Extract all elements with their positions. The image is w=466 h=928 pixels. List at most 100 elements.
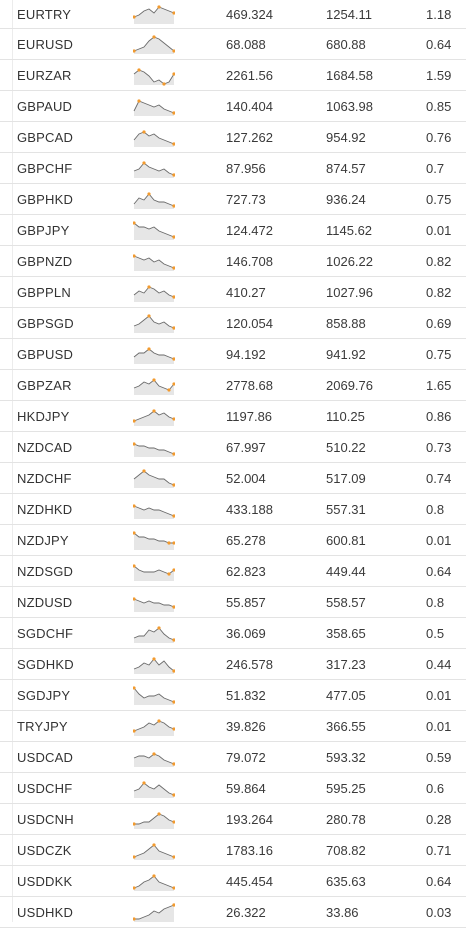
sparkline-marker (133, 221, 136, 225)
sparkline-marker (167, 572, 171, 576)
sparkline-svg (133, 531, 175, 550)
value-2: 595.25 (326, 780, 366, 796)
table-row[interactable]: USDCAD 79.072 593.32 0.59 (0, 742, 466, 773)
sparkline-svg (133, 903, 175, 922)
table-row[interactable]: GBPZAR 2778.68 2069.76 1.65 (0, 370, 466, 401)
value-2: 449.44 (326, 563, 366, 579)
table-row[interactable]: USDDKK 445.454 635.63 0.64 (0, 866, 466, 897)
currency-pair: GBPAUD (17, 98, 73, 114)
sparkline-chart (133, 525, 177, 555)
sparkline-marker (172, 820, 175, 824)
table-row[interactable]: TRYJPY 39.826 366.55 0.01 (0, 711, 466, 742)
table-row[interactable]: HKDJPY 1197.86 110.25 0.86 (0, 401, 466, 432)
sparkline-area (134, 506, 174, 519)
table-row[interactable]: GBPPLN 410.27 1027.96 0.82 (0, 277, 466, 308)
sparkline-marker (133, 49, 136, 53)
value-2: 366.55 (326, 718, 366, 734)
sparkline-line (133, 443, 175, 455)
table-row[interactable]: NZDCAD 67.997 510.22 0.73 (0, 432, 466, 463)
value-1: 120.054 (226, 315, 273, 331)
table-row[interactable]: SGDJPY 51.832 477.05 0.01 (0, 680, 466, 711)
sparkline-chart (133, 215, 177, 245)
sparkline-line (133, 565, 175, 575)
value-2: 708.82 (326, 842, 366, 858)
table-row[interactable]: GBPSGD 120.054 858.88 0.69 (0, 308, 466, 339)
table-row[interactable]: USDCHF 59.864 595.25 0.6 (0, 773, 466, 804)
table-row[interactable]: GBPHKD 727.73 936.24 0.75 (0, 184, 466, 215)
sparkline-chart (133, 308, 177, 338)
sparkline-marker (172, 793, 175, 797)
table-row[interactable]: EURTRY 469.324 1254.11 1.18 (0, 0, 466, 29)
sparkline-svg (133, 192, 175, 209)
value-1: 94.192 (226, 346, 266, 362)
table-row[interactable]: GBPNZD 146.708 1026.22 0.82 (0, 246, 466, 277)
sparkline-marker (172, 49, 175, 53)
sparkline-marker (172, 11, 175, 15)
value-1: 445.454 (226, 873, 273, 889)
sparkline-chart (133, 60, 177, 90)
table-row[interactable]: EURUSD 68.088 680.88 0.64 (0, 29, 466, 60)
table-row[interactable]: SGDHKD 246.578 317.23 0.44 (0, 649, 466, 680)
table-row[interactable]: GBPUSD 94.192 941.92 0.75 (0, 339, 466, 370)
value-1: 62.823 (226, 563, 266, 579)
value-1: 146.708 (226, 253, 273, 269)
sparkline-area (134, 471, 174, 488)
sparkline-marker (157, 719, 161, 723)
value-2: 680.88 (326, 36, 366, 52)
sparkline-svg (133, 442, 175, 457)
sparkline-chart (133, 866, 177, 896)
sparkline-area (134, 411, 174, 426)
currency-pair: USDCNH (17, 811, 74, 827)
table-row[interactable]: EURZAR 2261.56 1684.58 1.59 (0, 60, 466, 91)
value-1: 140.404 (226, 98, 273, 114)
sparkline-svg (133, 781, 175, 798)
value-3: 0.73 (426, 439, 452, 455)
sparkline-marker (147, 347, 151, 351)
value-2: 874.57 (326, 160, 366, 176)
sparkline-svg (133, 35, 175, 54)
table-row[interactable]: NZDSGD 62.823 449.44 0.64 (0, 556, 466, 587)
table-row[interactable]: USDHKD 26.322 33.86 0.03 (0, 897, 466, 928)
sparkline-chart (133, 773, 177, 803)
table-row[interactable]: GBPCAD 127.262 954.92 0.76 (0, 122, 466, 153)
table-row[interactable]: GBPJPY 124.472 1145.62 0.01 (0, 215, 466, 246)
sparkline-marker (172, 295, 175, 299)
sparkline-svg (133, 874, 175, 891)
sparkline-line (133, 470, 175, 486)
table-row[interactable]: SGDCHF 36.069 358.65 0.5 (0, 618, 466, 649)
sparkline-area (134, 659, 174, 674)
table-row[interactable]: NZDCHF 52.004 517.09 0.74 (0, 463, 466, 494)
sparkline-marker (133, 254, 136, 258)
value-2: 1684.58 (326, 67, 373, 83)
sparkline-marker (172, 72, 175, 76)
table-row[interactable]: NZDJPY 65.278 600.81 0.01 (0, 525, 466, 556)
sparkline-line (133, 598, 175, 608)
sparkline-marker (147, 314, 151, 318)
sparkline-line (133, 69, 175, 85)
currency-pair: USDDKK (17, 873, 73, 889)
value-3: 0.64 (426, 563, 452, 579)
currency-pair: GBPUSD (17, 346, 74, 362)
sparkline-area (134, 349, 174, 364)
sparkline-area (134, 70, 174, 85)
value-1: 67.997 (226, 439, 266, 455)
table-row[interactable]: GBPCHF 87.956 874.57 0.7 (0, 153, 466, 184)
currency-pair: SGDJPY (17, 687, 71, 703)
table-row[interactable]: NZDUSD 55.857 558.57 0.8 (0, 587, 466, 618)
sparkline-marker (172, 204, 175, 208)
currency-pair: GBPHKD (17, 191, 74, 207)
sparkline-chart (133, 370, 177, 400)
sparkline-svg (133, 469, 175, 488)
sparkline-chart (133, 618, 177, 648)
sparkline-marker (142, 469, 146, 473)
value-3: 0.75 (426, 191, 452, 207)
table-row[interactable]: NZDHKD 433.188 557.31 0.8 (0, 494, 466, 525)
table-row[interactable]: USDCNH 193.264 280.78 0.28 (0, 804, 466, 835)
currency-pair: USDCHF (17, 780, 73, 796)
sparkline-line (133, 193, 175, 207)
sparkline-marker (172, 855, 175, 859)
sparkline-line (133, 532, 174, 544)
table-row[interactable]: USDCZK 1783.16 708.82 0.71 (0, 835, 466, 866)
table-row[interactable]: GBPAUD 140.404 1063.98 0.85 (0, 91, 466, 122)
sparkline-marker (172, 266, 175, 270)
